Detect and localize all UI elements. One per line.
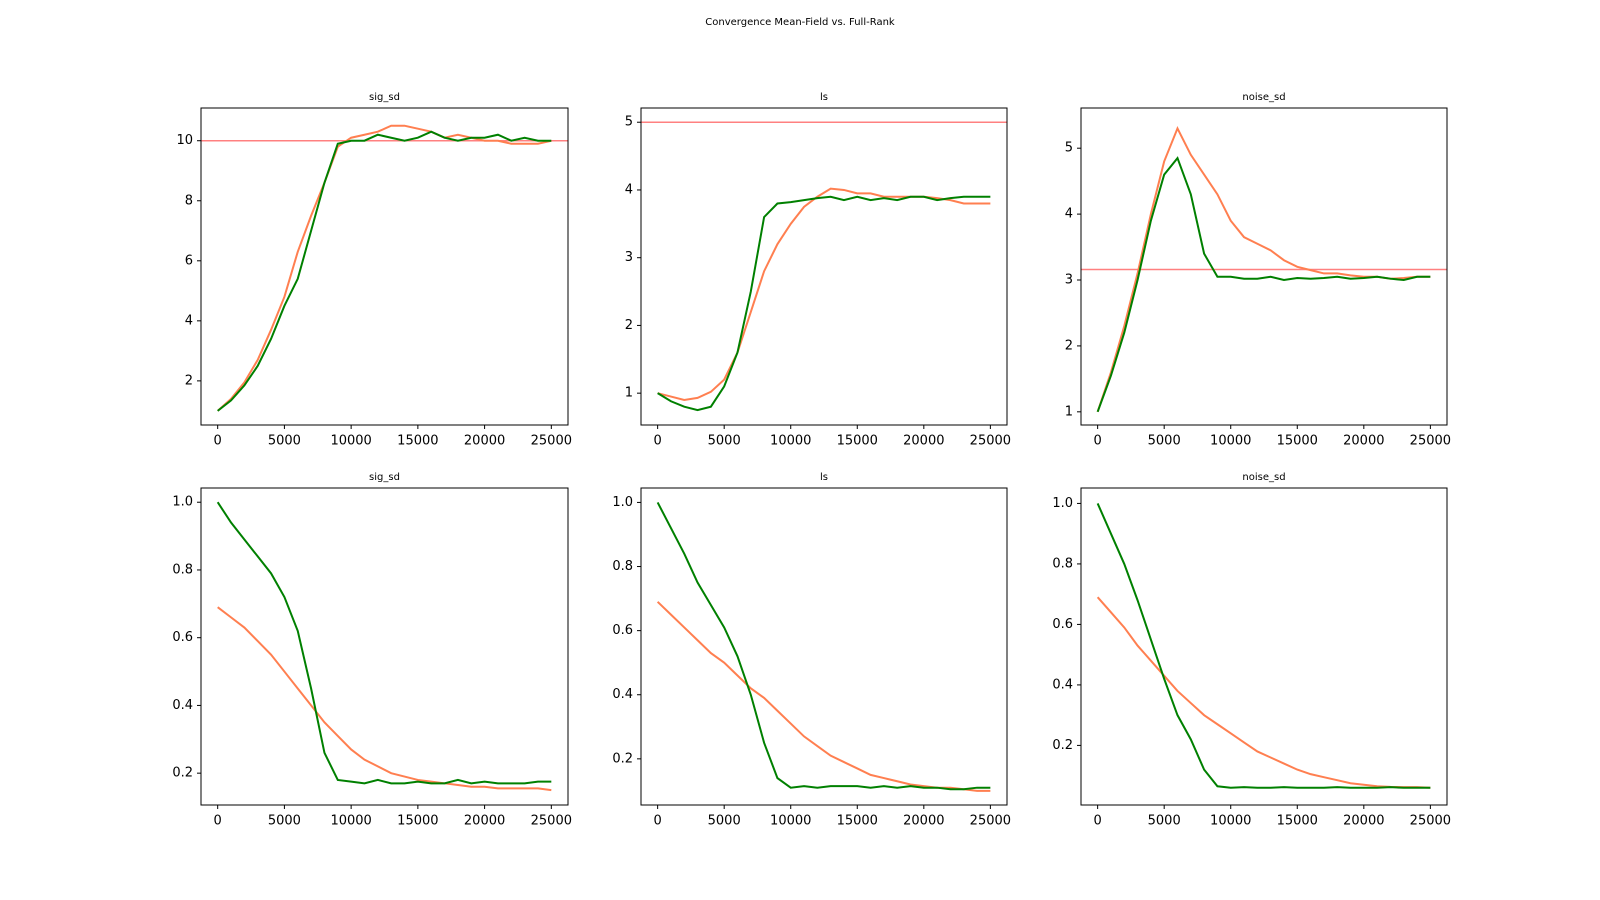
subplot-title: noise_sd — [1242, 92, 1285, 103]
y-tick-label: 0.6 — [1052, 617, 1073, 632]
x-tick-label: 0 — [653, 814, 661, 829]
data-line — [657, 187, 991, 401]
y-tick-label: 4 — [1065, 207, 1073, 222]
data-line — [656, 501, 991, 791]
x-tick-label: 15000 — [397, 814, 438, 829]
x-tick-label: 10000 — [770, 434, 811, 449]
x-tick-label: 15000 — [397, 434, 438, 449]
y-tick-label: 0.8 — [1052, 556, 1073, 571]
x-tick-label: 10000 — [1210, 814, 1251, 829]
y-tick-label: 0.4 — [172, 698, 193, 713]
x-tick-label: 25000 — [970, 434, 1011, 449]
y-tick-label: 2 — [185, 373, 193, 388]
x-tick-label: 10000 — [330, 434, 371, 449]
x-tick-label: 10000 — [770, 814, 811, 829]
subplot-title: ls — [820, 472, 828, 483]
x-tick-label: 15000 — [1277, 434, 1318, 449]
x-tick-label: 0 — [214, 814, 222, 829]
y-tick-label: 8 — [185, 193, 193, 208]
subplot-title: noise_sd — [1242, 472, 1285, 483]
x-tick-label: 25000 — [531, 814, 572, 829]
x-tick-label: 5000 — [708, 814, 741, 829]
y-tick-label: 4 — [625, 182, 633, 197]
data-line — [216, 501, 552, 785]
x-tick-label: 5000 — [1148, 434, 1181, 449]
y-tick-label: 1.0 — [172, 495, 193, 510]
axes-frame — [200, 487, 569, 806]
data-line — [656, 601, 991, 792]
axes-frame — [200, 107, 569, 426]
x-tick-label: 0 — [214, 434, 222, 449]
x-tick-label: 5000 — [268, 434, 301, 449]
y-tick-label: 5 — [1065, 141, 1073, 156]
y-tick-label: 0.6 — [612, 623, 633, 638]
x-tick-label: 15000 — [837, 434, 878, 449]
data-line — [1096, 596, 1431, 789]
y-tick-label: 1 — [625, 386, 633, 401]
x-tick-label: 10000 — [330, 814, 371, 829]
y-tick-label: 0.2 — [1052, 738, 1073, 753]
y-tick-label: 2 — [625, 318, 633, 333]
y-tick-label: 10 — [176, 133, 193, 148]
x-tick-label: 25000 — [531, 434, 572, 449]
x-tick-label: 0 — [1093, 814, 1101, 829]
data-line — [217, 130, 552, 412]
axes-frame — [1080, 107, 1448, 426]
y-tick-label: 3 — [1065, 273, 1073, 288]
x-tick-label: 15000 — [837, 814, 878, 829]
y-tick-label: 6 — [185, 253, 193, 268]
axes-frame — [640, 107, 1008, 426]
figure-title: Convergence Mean-Field vs. Full-Rank — [705, 17, 895, 28]
x-tick-label: 25000 — [1410, 814, 1451, 829]
x-tick-label: 20000 — [903, 434, 944, 449]
subplot-title: sig_sd — [369, 92, 400, 103]
x-tick-label: 15000 — [1277, 814, 1318, 829]
data-line — [1096, 503, 1431, 789]
x-tick-label: 20000 — [1343, 434, 1384, 449]
x-tick-label: 20000 — [464, 814, 505, 829]
x-tick-label: 0 — [653, 434, 661, 449]
y-tick-label: 4 — [185, 313, 193, 328]
y-tick-label: 1.0 — [612, 495, 633, 510]
x-tick-label: 20000 — [464, 434, 505, 449]
y-tick-label: 5 — [625, 115, 633, 130]
x-tick-label: 5000 — [1148, 814, 1181, 829]
data-line — [217, 606, 552, 792]
data-line — [657, 195, 991, 412]
x-tick-label: 5000 — [268, 814, 301, 829]
y-tick-label: 1.0 — [1052, 496, 1073, 511]
y-tick-label: 0.2 — [172, 766, 193, 781]
y-tick-label: 0.8 — [172, 562, 193, 577]
y-tick-label: 0.4 — [612, 687, 633, 702]
y-tick-label: 1 — [1065, 404, 1073, 419]
data-line — [217, 124, 552, 412]
subplot-title: sig_sd — [369, 472, 400, 483]
x-tick-label: 10000 — [1210, 434, 1251, 449]
y-tick-label: 0.4 — [1052, 677, 1073, 692]
y-tick-label: 0.6 — [172, 630, 193, 645]
x-tick-label: 25000 — [970, 814, 1011, 829]
axes-frame — [640, 487, 1008, 806]
y-tick-label: 2 — [1065, 338, 1073, 353]
y-tick-label: 3 — [625, 250, 633, 265]
y-tick-label: 0.2 — [612, 751, 633, 766]
data-line — [1096, 156, 1431, 413]
x-tick-label: 20000 — [1343, 814, 1384, 829]
x-tick-label: 0 — [1093, 434, 1101, 449]
x-tick-label: 25000 — [1410, 434, 1451, 449]
subplot-title: ls — [820, 92, 828, 103]
x-tick-label: 5000 — [708, 434, 741, 449]
y-tick-label: 0.8 — [612, 559, 633, 574]
x-tick-label: 20000 — [903, 814, 944, 829]
axes-frame — [1080, 487, 1448, 806]
